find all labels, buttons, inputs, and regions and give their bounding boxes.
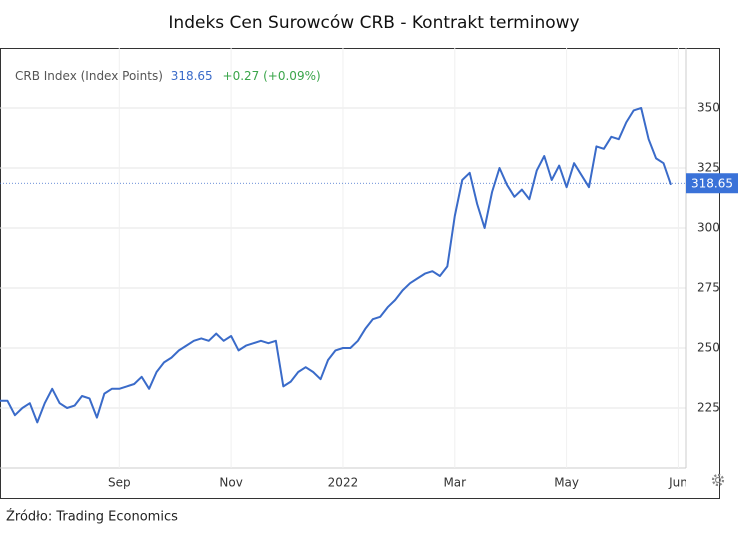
overlay: 318.65 (0, 173, 738, 194)
y-tick-label: 225 (697, 401, 720, 415)
y-tick-label: 250 (697, 341, 720, 355)
legend-value: 318.65 (171, 69, 213, 83)
x-tick-label: Mar (443, 476, 466, 490)
y-tick-label: 350 (697, 101, 720, 115)
y-tick-label: 275 (697, 281, 720, 295)
y-tick-label: 300 (697, 221, 720, 235)
chart-title: Indeks Cen Surowców CRB - Kontrakt termi… (168, 13, 579, 33)
grid: 225 250 275 300 325 350 (0, 48, 720, 469)
last-value-box (686, 173, 738, 194)
legend-change: +0.27 (+0.09%) (223, 69, 321, 83)
settings-icon[interactable] (711, 473, 725, 487)
chart-frame (0, 48, 720, 499)
legend-name: CRB Index (Index Points) (15, 69, 163, 83)
x-tick-label: May (554, 476, 579, 490)
y-tick-label: 325 (697, 161, 720, 175)
legend: CRB Index (Index Points) 318.65 +0.27 (+… (15, 69, 321, 83)
x-tick-label: Nov (219, 476, 242, 490)
x-tick-label: Sep (108, 476, 131, 490)
plot: Sep Nov 2022 Mar May Jun (0, 107, 688, 490)
line-series (0, 107, 672, 424)
x-tick-label: 2022 (328, 476, 359, 490)
source: Źródło: Trading Economics (6, 509, 178, 525)
last-value-label: 318.65 (691, 177, 733, 191)
x-tick-label: Jun (668, 476, 688, 490)
